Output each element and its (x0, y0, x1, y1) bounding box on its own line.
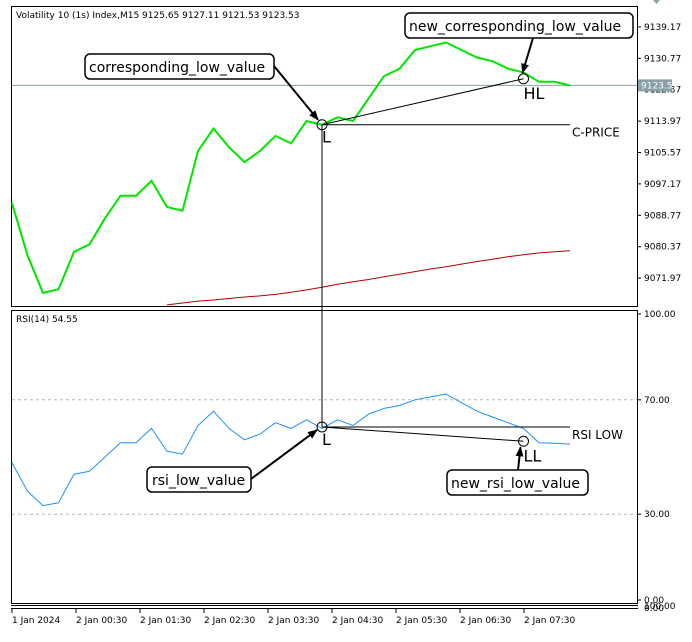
time-tick-label: 2 Jan 07:30 (524, 616, 576, 626)
price-new-low-marker (518, 73, 529, 85)
time-tick-label: 2 Jan 02:30 (204, 616, 256, 626)
price-pane-frame (11, 6, 638, 307)
price-low-marker (316, 119, 328, 131)
callout-corresponding-low: corresponding_low_value (84, 53, 319, 121)
price-tick-label: 9130.77 (644, 54, 681, 64)
rsi-tick-label: 30.00 (644, 510, 670, 520)
subpane-tick-label: 100.00 (644, 602, 676, 612)
callout-arrow (521, 37, 534, 74)
c-price-label: C-PRICE (572, 126, 620, 140)
time-tick-label: 2 Jan 04:30 (332, 616, 384, 626)
rsi-lower-low-trendline (321, 426, 524, 442)
price-tick-label: 9088.77 (644, 211, 681, 221)
price-pane-header: Volatility 10 (1s) Index,M15 9125.65 912… (16, 11, 300, 21)
callout-new-rsi-low-text: new_rsi_low_value (451, 476, 580, 492)
callout-arrow (250, 429, 318, 480)
price-low-letter: L (322, 128, 331, 147)
current-price-label: 9123.53 (641, 81, 678, 91)
callout-new-rsi-low: new_rsi_low_value (446, 446, 589, 496)
shift-marker-icon (653, 0, 660, 4)
rsi-pane-header: RSI(14) 54.55 (16, 315, 78, 325)
rsi-low-letter: L (322, 430, 331, 449)
price-higher-low-trendline (321, 78, 524, 126)
rsi-low-marker (316, 421, 328, 433)
rsi-tick-label: 70.00 (644, 396, 670, 406)
rsi-level-lines (12, 399, 637, 515)
time-tick-label: 2 Jan 03:30 (268, 616, 320, 626)
time-tick-label: 2 Jan 05:30 (396, 616, 448, 626)
rsi-new-low-marker (518, 435, 529, 447)
callout-corresponding-low-text: corresponding_low_value (89, 60, 265, 76)
price-axis: 9139.179130.779122.379113.979105.579097.… (637, 23, 681, 284)
callout-arrow (273, 65, 319, 121)
callout-new-corresponding-low: new_corresponding_low_value (404, 12, 634, 74)
moving-average-line (166, 250, 571, 306)
callout-new-corresponding-low-text: new_corresponding_low_value (409, 19, 621, 35)
rsi-tick-label: 0.00 (644, 596, 664, 606)
price-tick-label: 9097.17 (644, 180, 681, 190)
time-axis: 1 Jan 2024 2 Jan 00:30 2 Jan 01:30 2 Jan 02… (11, 609, 576, 626)
rsi-lower-low-letters: LL (524, 446, 542, 465)
price-tick-label: 9105.57 (644, 149, 681, 159)
rsi-tick-label: 100.00 (644, 310, 676, 320)
subpane-tick-label: 0.00 (644, 604, 664, 614)
rsi-line (11, 393, 571, 507)
callout-box (446, 469, 589, 496)
rsi-pane-frame (11, 310, 638, 604)
time-tick-label: 2 Jan 00:30 (76, 616, 128, 626)
price-higher-low-letters: HL (524, 84, 545, 103)
rsi-low-level-label: RSI LOW (572, 428, 623, 442)
time-tick-label: 2 Jan 01:30 (140, 616, 192, 626)
callout-arrow (515, 446, 524, 471)
price-tick-label: 9071.97 (644, 274, 681, 284)
callout-rsi-low: rsi_low_value (146, 429, 318, 493)
callout-box (146, 466, 252, 493)
callout-rsi-low-text: rsi_low_value (152, 473, 245, 489)
price-tick-label: 9113.97 (644, 117, 681, 127)
price-tick-label: 9139.17 (644, 23, 681, 33)
current-price-tag (638, 79, 672, 92)
price-tick-label: 9080.37 (644, 243, 681, 253)
callout-box (404, 12, 634, 39)
price-line (11, 41, 571, 295)
time-tick-label: 2 Jan 06:30 (460, 616, 512, 626)
time-tick-label: 1 Jan 2024 (12, 616, 60, 626)
